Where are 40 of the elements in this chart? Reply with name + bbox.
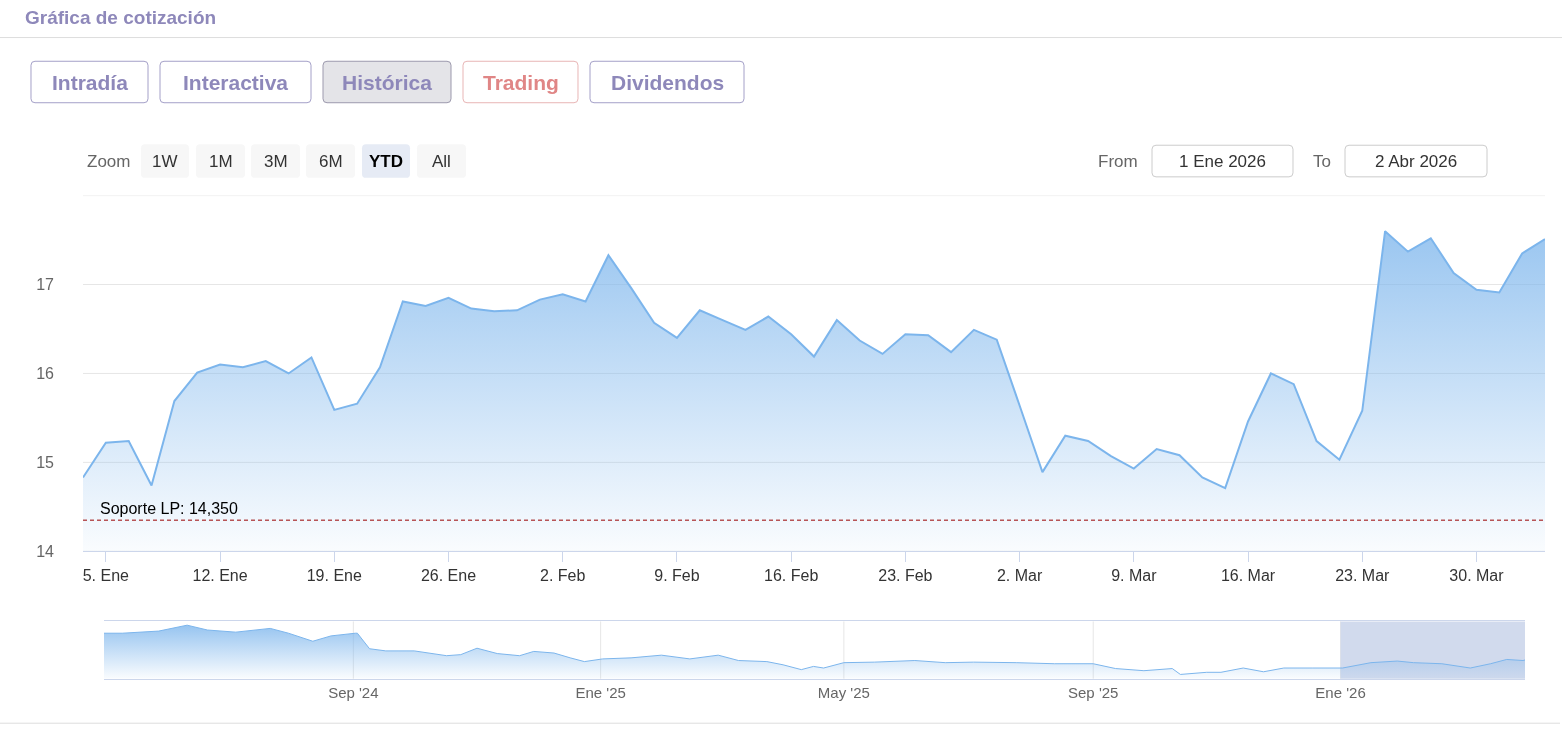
x-tick-label: May '25 [817, 683, 870, 701]
y-tick-label: 14 [36, 542, 55, 560]
x-tick-label: Sep '24 [328, 683, 379, 701]
y-tick-label: 15 [36, 453, 55, 471]
x-tick-label: 2. Mar [996, 567, 1043, 585]
x-tick-label: Ene '25 [575, 683, 626, 701]
y-tick-label: 16 [36, 365, 55, 383]
text: 2 Abr 2026 [1375, 152, 1458, 171]
x-tick-label: 16. Feb [764, 567, 819, 585]
ref-line-label: Soporte LP: 14,350 [100, 500, 238, 517]
x-tick-label: 5. Ene [82, 567, 130, 585]
x-tick-label: 30. Mar [1449, 567, 1505, 585]
y-tick-label: 17 [36, 276, 55, 294]
text: 1M [209, 152, 233, 171]
text: Dividendos [611, 71, 725, 94]
text: 6M [319, 152, 343, 171]
text: YTD [369, 152, 403, 171]
x-tick-label: 9. Feb [654, 567, 700, 585]
x-tick-label: Sep '25 [1068, 683, 1119, 701]
text: To [1313, 152, 1331, 171]
x-tick-label: 12. Ene [192, 567, 248, 585]
text: Trading [483, 71, 559, 94]
text: 1W [152, 152, 178, 171]
x-tick-label: Ene '26 [1315, 683, 1366, 701]
x-tick-label: 16. Mar [1220, 567, 1276, 585]
chart-title: Gráfica de cotización [25, 7, 217, 29]
text: Interactiva [183, 71, 289, 94]
x-tick-label: 19. Ene [306, 567, 362, 585]
text: Zoom [87, 152, 131, 171]
x-tick-label: 2. Feb [540, 567, 586, 585]
text: 1 Ene 2026 [1179, 152, 1266, 171]
text: Intradía [52, 71, 129, 94]
text: All [432, 152, 451, 171]
x-tick-label: 23. Feb [878, 567, 933, 585]
x-tick-label: 23. Mar [1335, 567, 1391, 585]
x-tick-label: 26. Ene [420, 567, 477, 585]
x-tick-label: 9. Mar [1111, 567, 1158, 585]
text: 3M [264, 152, 288, 171]
text: Histórica [342, 71, 433, 94]
text: From [1098, 152, 1138, 171]
